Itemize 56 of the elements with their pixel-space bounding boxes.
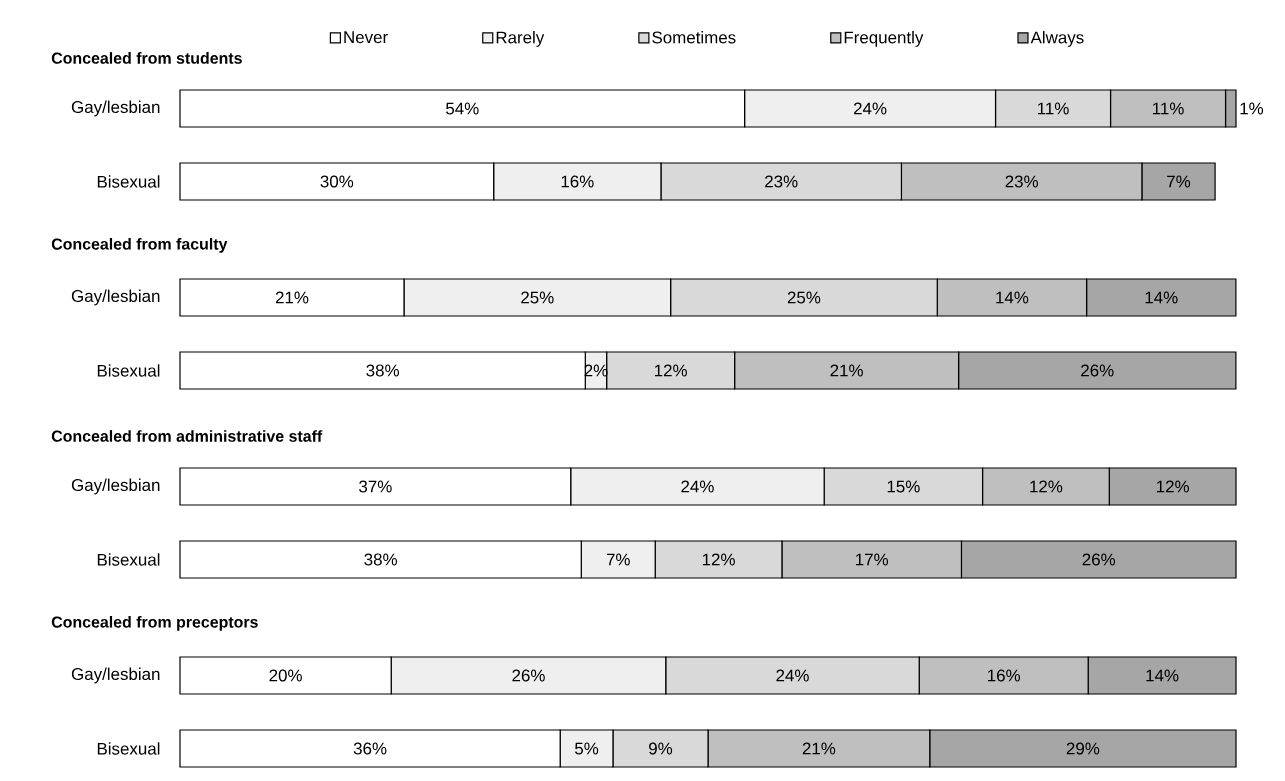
- data-label: 38%: [366, 364, 399, 377]
- data-label: 12%: [1030, 480, 1063, 493]
- legend-label: Never: [344, 31, 388, 44]
- data-label: 12%: [654, 364, 687, 377]
- chart-title: Concealed from students: [51, 52, 242, 64]
- y-tick-label: Gay/lesbian: [71, 289, 160, 306]
- data-label: 14%: [1146, 669, 1179, 682]
- data-label: 9%: [649, 742, 673, 755]
- y-tick-label: Gay/lesbian: [71, 100, 160, 117]
- data-label: 26%: [512, 669, 545, 682]
- data-label: 21%: [830, 364, 863, 377]
- data-label: 12%: [702, 553, 735, 566]
- data-label: 23%: [1005, 175, 1038, 188]
- y-tick-label: Bisexual: [97, 553, 160, 566]
- legend-label: Always: [1030, 31, 1084, 47]
- y-tick-label: Gay/lesbian: [71, 667, 160, 684]
- data-label: 30%: [320, 175, 354, 188]
- chart-title: Concealed from faculty: [51, 237, 228, 253]
- legend-label: Sometimes: [652, 31, 736, 44]
- data-label: 5%: [575, 742, 599, 755]
- data-label: 11%: [1038, 102, 1069, 115]
- data-label: 25%: [521, 291, 554, 304]
- data-label: 17%: [856, 553, 889, 566]
- legend-label: Rarely: [496, 31, 545, 47]
- legend-label: Frequently: [844, 31, 924, 47]
- data-label: 7%: [1167, 175, 1191, 188]
- data-label: 14%: [1145, 291, 1178, 304]
- y-tick-label: Bisexual: [97, 364, 160, 377]
- data-label: 29%: [1066, 742, 1100, 755]
- chart-title: Concealed from administrative staff: [51, 430, 323, 442]
- data-label: 16%: [988, 669, 1021, 682]
- y-tick-label: Bisexual: [97, 742, 160, 755]
- data-label: 15%: [887, 480, 920, 493]
- data-label: 26%: [1082, 553, 1116, 566]
- y-tick-label: Bisexual: [97, 175, 160, 188]
- chart-title: Concealed from preceptors: [51, 615, 258, 631]
- data-label: 21%: [275, 291, 309, 304]
- data-label: 38%: [364, 553, 397, 566]
- data-label: 25%: [787, 291, 821, 304]
- data-label: 24%: [776, 669, 809, 682]
- data-label: 20%: [269, 669, 302, 682]
- data-label: 24%: [853, 102, 887, 115]
- data-label: 26%: [1081, 364, 1114, 377]
- data-label: 21%: [802, 742, 836, 755]
- data-label: 37%: [359, 480, 392, 493]
- y-tick-label: Gay/lesbian: [71, 478, 160, 495]
- data-label: 16%: [561, 175, 594, 188]
- data-label: 36%: [353, 742, 387, 755]
- data-label: 1%: [1240, 102, 1264, 115]
- data-label: 11%: [1153, 102, 1184, 115]
- data-label: 23%: [765, 175, 798, 188]
- data-label: 7%: [606, 553, 630, 566]
- data-label: 54%: [446, 102, 479, 115]
- data-label: 14%: [996, 291, 1029, 304]
- data-label: 24%: [681, 480, 714, 493]
- data-label: 12%: [1156, 480, 1189, 493]
